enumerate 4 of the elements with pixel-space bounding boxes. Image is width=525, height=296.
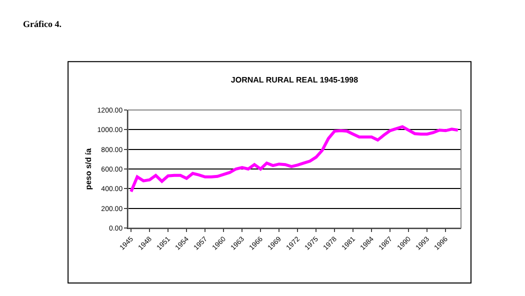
text: Gráfico 4.	[23, 19, 62, 29]
y-axis-title: peso s/d ía	[84, 148, 93, 190]
chart-title: JORNAL RURAL REAL 1945-1998	[230, 76, 359, 85]
line-series	[130, 125, 460, 194]
